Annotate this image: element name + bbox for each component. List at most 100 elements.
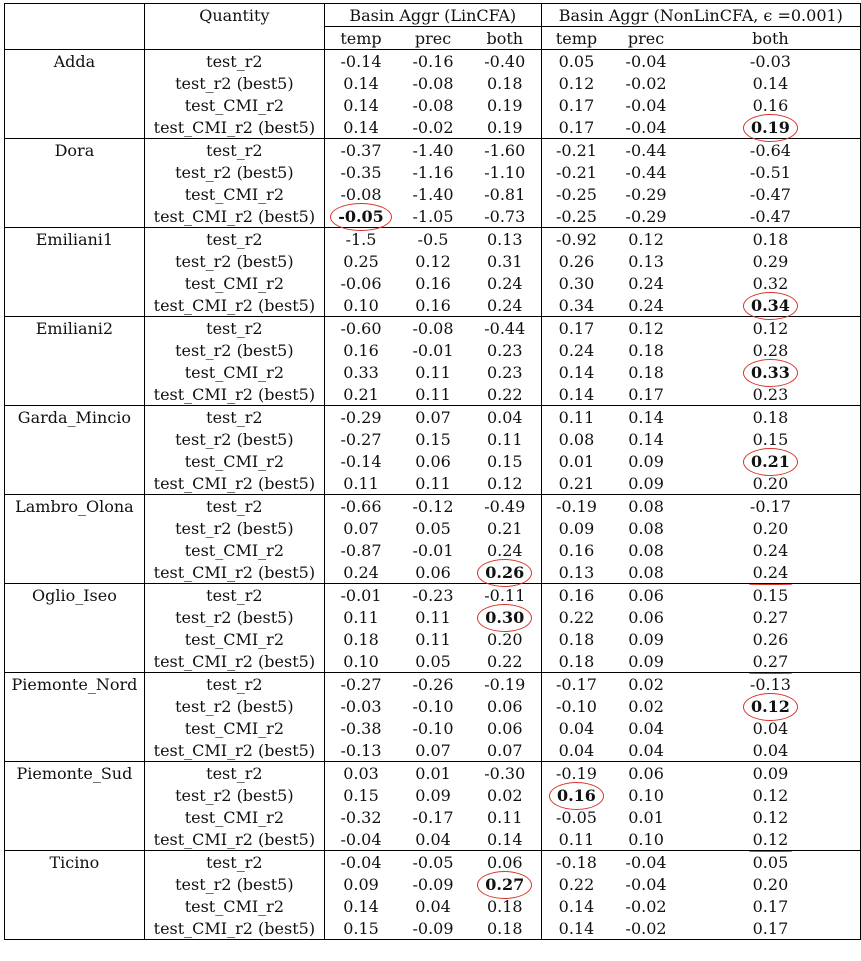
- value-text: 0.06: [486, 696, 523, 716]
- value-text: -0.13: [749, 674, 791, 694]
- value-cell-nl-both: 0.18: [680, 405, 861, 428]
- value-text: 0.06: [628, 607, 664, 627]
- quantity-cell: test_CMI_r2: [143, 628, 325, 650]
- value-cell-lin-temp: 0.25: [323, 250, 398, 272]
- sub-header-lin-prec: prec: [414, 28, 452, 48]
- value-cell-nl-temp: 0.21: [540, 472, 612, 495]
- value-cell-lin-both: -0.81: [469, 183, 541, 205]
- value-text: 0.24: [486, 273, 523, 293]
- value-cell-lin-temp: 0.33: [323, 361, 398, 383]
- value-text: 0.02: [628, 674, 664, 694]
- basin-cell-empty: [4, 917, 145, 940]
- value-cell-lin-both: 0.21: [469, 517, 541, 539]
- value-cell-lin-both: 0.18: [468, 917, 542, 940]
- value-cell-lin-both: -0.40: [468, 49, 542, 72]
- value-cell-nl-prec: -0.04: [611, 873, 681, 895]
- value-cell-lin-both: 0.11: [469, 806, 541, 828]
- value-cell-lin-temp: 0.14: [323, 116, 398, 139]
- value-text: 0.23: [752, 384, 789, 404]
- value-cell-lin-temp: -0.27: [323, 672, 398, 695]
- value-text: -0.19: [555, 763, 597, 783]
- value-text: -0.04: [625, 852, 667, 872]
- value-text: -0.09: [412, 918, 454, 938]
- value-cell-nl-prec: 0.14: [611, 405, 681, 428]
- value-text: 0.21: [486, 518, 523, 538]
- value-text: 0.10: [343, 651, 379, 671]
- value-text: 0.14: [343, 896, 379, 916]
- sub-header-nl-temp: temp: [540, 26, 612, 50]
- value-text: -0.32: [340, 807, 382, 827]
- value-text: 0.04: [752, 718, 789, 738]
- value-cell-lin-temp: -1.5: [323, 227, 398, 250]
- value-cell-nl-prec: 0.14: [611, 428, 681, 450]
- circled-value: 0.19: [742, 113, 798, 142]
- value-text: -0.87: [340, 540, 382, 560]
- value-text: 0.10: [343, 295, 379, 315]
- value-cell-lin-prec: -0.16: [397, 49, 469, 72]
- value-cell-nl-temp: 0.24: [540, 339, 612, 361]
- quantity-cell: test_CMI_r2 (best5): [143, 739, 325, 762]
- value-text: -0.10: [555, 696, 597, 716]
- value-cell-nl-both: 0.19: [680, 113, 861, 142]
- value-text: 0.18: [558, 651, 595, 671]
- value-cell-nl-prec: -0.29: [611, 205, 681, 228]
- value-text: -0.05: [412, 852, 454, 872]
- circled-value: 0.27: [477, 870, 533, 899]
- value-text: 0.06: [415, 451, 451, 471]
- value-cell-nl-both: 0.29: [680, 250, 861, 272]
- value-cell-lin-both: 0.12: [469, 472, 541, 495]
- value-text: 0.01: [558, 451, 595, 471]
- table-row: test_CMI_r2 (best5) -0.04 0.04 0.14 0.11 0.10…: [4, 828, 861, 852]
- value-text: 0.08: [558, 429, 595, 449]
- value-cell-nl-temp: -0.25: [540, 205, 612, 228]
- value-cell-lin-temp: 0.14: [323, 72, 398, 94]
- value-cell-lin-temp: -0.01: [323, 583, 398, 606]
- value-cell-lin-temp: -0.35: [323, 161, 398, 183]
- basin-name: Dora: [4, 138, 145, 161]
- value-text: -0.5: [417, 229, 449, 249]
- value-text: -0.08: [412, 318, 454, 338]
- value-text: 0.04: [415, 896, 451, 916]
- value-text: -0.29: [625, 184, 667, 204]
- quantity-cell: test_CMI_r2: [143, 895, 325, 917]
- value-cell-lin-temp: 0.09: [323, 873, 398, 895]
- table-row: test_CMI_r2 (best5) 0.21 0.11 0.22 0.14 0.17 0…: [4, 383, 861, 406]
- quantity-cell: test_CMI_r2: [143, 450, 325, 472]
- value-text: 0.24: [752, 540, 789, 560]
- value-cell-lin-prec: -0.09: [397, 917, 469, 940]
- value-cell-nl-temp: 0.11: [540, 405, 612, 428]
- table-row: Lambro_Olona test_r2 -0.66 -0.12 -0.49 -0.19 0…: [4, 494, 861, 517]
- value-text: -0.35: [340, 162, 382, 182]
- table-row: test_CMI_r2 -0.08 -1.40 -0.81 -0.25 -0.29 -0.4…: [4, 183, 861, 205]
- quantity-subheader: [143, 26, 325, 50]
- value-text: 0.28: [752, 340, 789, 360]
- value-cell-nl-prec: 0.04: [611, 739, 681, 762]
- value-cell-nl-both: -0.47: [680, 183, 861, 205]
- quantity-cell: test_CMI_r2 (best5): [143, 917, 325, 940]
- value-cell-lin-prec: -0.01: [397, 539, 469, 561]
- value-cell-lin-both: 0.02: [469, 784, 541, 806]
- value-cell-lin-both: 0.20: [469, 628, 541, 650]
- table-row: test_CMI_r2 -0.32 -0.17 0.11 -0.05 0.01 0.12: [4, 806, 861, 828]
- table-row: test_CMI_r2 -0.06 0.16 0.24 0.30 0.24 0.32: [4, 272, 861, 294]
- value-cell-lin-prec: -1.40: [397, 138, 469, 161]
- value-cell-nl-both: 0.20: [680, 472, 861, 495]
- quantity-cell: test_CMI_r2: [143, 183, 325, 205]
- value-cell-nl-temp: 0.18: [540, 628, 612, 650]
- value-cell-lin-both: 0.06: [469, 717, 541, 739]
- value-text: 0.01: [628, 807, 664, 827]
- circled-value: -0.05: [330, 202, 392, 231]
- value-text: -0.04: [625, 51, 667, 71]
- value-text: -0.47: [749, 184, 791, 204]
- value-cell-nl-both: -0.64: [680, 138, 861, 161]
- value-cell-lin-temp: -0.38: [323, 717, 398, 739]
- value-text: -0.12: [412, 496, 454, 516]
- value-text: -1.5: [345, 229, 377, 249]
- circled-value: 0.34: [742, 291, 798, 320]
- circled-value: 0.12: [742, 692, 798, 721]
- value-cell-nl-temp: 0.16: [540, 781, 612, 810]
- table-row: test_r2 (best5) -0.35 -1.16 -1.10 -0.21 -0.44…: [4, 161, 861, 183]
- table-row: Garda_Mincio test_r2 -0.29 0.07 0.04 0.11 0.14…: [4, 405, 861, 428]
- quantity-cell: test_CMI_r2: [143, 272, 325, 294]
- quantity-cell: test_CMI_r2 (best5): [143, 472, 325, 495]
